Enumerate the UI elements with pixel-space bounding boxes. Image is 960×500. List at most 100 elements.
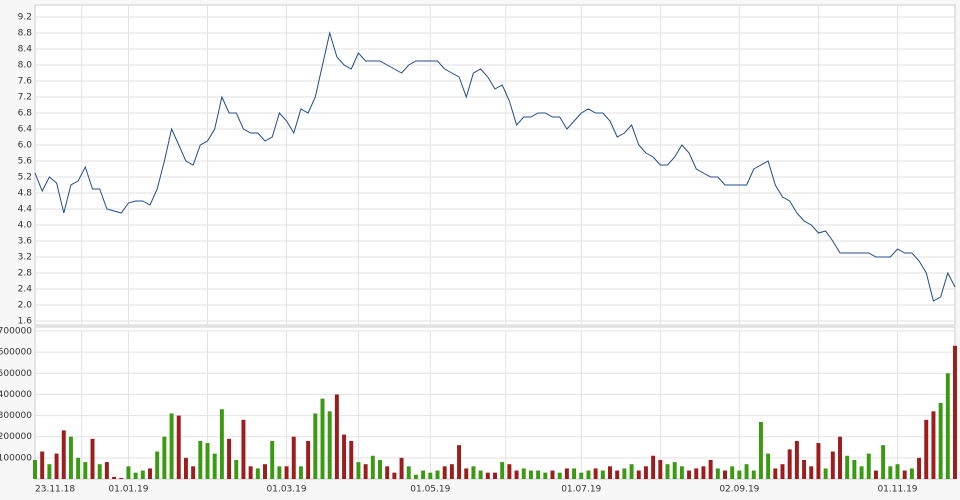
volume-bar: [248, 466, 253, 479]
volume-bar: [112, 476, 117, 479]
volume-bar: [191, 466, 196, 479]
volume-bar: [615, 470, 620, 479]
volume-bar: [859, 466, 864, 479]
volume-bar: [378, 459, 382, 479]
volume-bar: [478, 470, 483, 479]
volume-bar: [155, 451, 160, 479]
y-tick-label: 500000: [0, 369, 32, 379]
volume-bar: [90, 438, 95, 479]
volume-bar: [564, 468, 569, 479]
y-tick-label: 100000: [0, 453, 32, 463]
volume-bar: [945, 373, 950, 479]
volume-bar: [708, 459, 713, 479]
volume-bar: [521, 468, 526, 479]
volume-bar: [838, 436, 842, 479]
x-tick-label: 01.07.19: [561, 485, 601, 495]
y-tick-label: 600000: [0, 348, 32, 358]
volume-bar: [47, 464, 52, 479]
x-tick-label: 01.01.19: [108, 485, 148, 495]
volume-bar: [349, 440, 354, 479]
volume-bar: [579, 472, 584, 479]
y-tick-label: 400000: [0, 390, 32, 400]
y-tick-label: 5.6: [18, 157, 33, 167]
volume-bar: [909, 468, 914, 479]
volume-bar: [730, 466, 735, 479]
volume-bar: [766, 453, 771, 479]
volume-bar: [205, 443, 210, 479]
volume-bar: [457, 445, 462, 479]
volume-bar: [694, 468, 699, 479]
volume-bar: [773, 468, 778, 479]
volume-bar: [234, 459, 239, 479]
volume-bar: [780, 464, 785, 479]
volume-bar: [162, 436, 167, 479]
volume-bar: [413, 474, 418, 479]
volume-bar: [514, 470, 519, 479]
volume-bar: [802, 459, 807, 479]
volume-bar: [126, 466, 131, 479]
volume-bar: [701, 466, 706, 479]
volume-bar: [873, 470, 878, 479]
volume-bar: [399, 457, 404, 479]
y-tick-label: 6.0: [18, 141, 33, 151]
volume-bar: [550, 470, 555, 479]
volume-bar: [823, 468, 828, 479]
volume-bar: [421, 470, 426, 479]
y-tick-label: 8.0: [18, 61, 33, 71]
volume-bar: [97, 464, 102, 479]
volume-bar: [528, 470, 533, 479]
y-tick-label: 5.2: [18, 173, 32, 183]
x-tick-label: 01.03.19: [267, 485, 307, 495]
volume-bar: [183, 457, 188, 479]
volume-bar: [277, 466, 282, 479]
x-tick-label: 01.11.19: [877, 485, 917, 495]
y-tick-label: 1.6: [18, 317, 33, 327]
volume-bar: [643, 466, 648, 479]
volume-bar: [442, 466, 447, 479]
volume-bar: [938, 402, 943, 479]
volume-bar: [363, 464, 368, 479]
x-tick-label: 01.05.19: [410, 485, 450, 495]
volume-bar: [543, 472, 548, 479]
volume-bar: [629, 464, 634, 479]
volume-bar: [651, 455, 656, 479]
volume-bar: [169, 413, 174, 479]
volume-bar: [816, 443, 821, 479]
volume-bar: [133, 472, 138, 479]
y-tick-label: 4.4: [18, 205, 33, 215]
volume-bar: [306, 440, 311, 479]
volume-bar: [219, 409, 224, 479]
volume-bar: [493, 472, 497, 479]
volume-bar: [104, 462, 109, 479]
volume-bar: [536, 470, 541, 479]
y-tick-label: 4.0: [18, 221, 33, 231]
volume-bar: [744, 464, 749, 479]
volume-bar: [40, 451, 45, 479]
y-tick-label: 6.8: [18, 109, 33, 119]
volume-bar: [227, 438, 232, 479]
volume-bar: [500, 462, 505, 479]
volume-bar: [608, 466, 612, 479]
volume-bar: [119, 477, 124, 479]
volume-bar: [485, 472, 490, 479]
y-tick-label: 3.2: [18, 253, 32, 263]
volume-bar: [917, 457, 922, 479]
volume-bar: [406, 466, 411, 479]
volume-bar: [68, 436, 73, 479]
y-tick-label: 8.4: [18, 45, 33, 55]
volume-bar: [931, 411, 936, 479]
y-tick-label: 2.4: [18, 285, 33, 295]
x-tick-label: 23.11.18: [35, 485, 75, 495]
volume-bar: [902, 470, 907, 479]
volume-bar: [284, 466, 289, 479]
volume-bar: [313, 413, 318, 479]
price-panel: [34, 4, 956, 326]
volume-bar: [636, 470, 641, 479]
volume-bar: [320, 398, 325, 479]
volume-bar: [334, 394, 339, 479]
volume-bar: [212, 453, 217, 479]
volume-bar: [881, 445, 886, 479]
volume-bar: [140, 470, 145, 479]
volume-bar: [83, 462, 88, 479]
y-tick-label: 7.2: [18, 93, 32, 103]
